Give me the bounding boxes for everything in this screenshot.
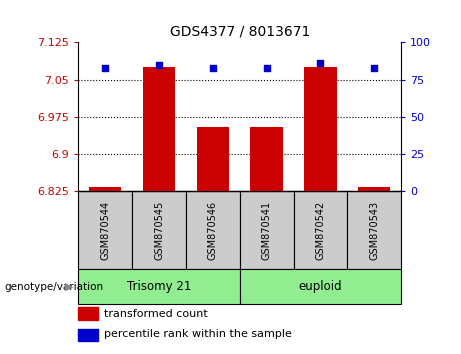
Bar	[132, 191, 186, 269]
Text: percentile rank within the sample: percentile rank within the sample	[104, 329, 292, 339]
Bar	[197, 127, 229, 191]
Point	[263, 65, 270, 70]
Text: GSM870543: GSM870543	[369, 200, 379, 260]
Text: transformed count: transformed count	[104, 309, 208, 319]
Point	[155, 62, 163, 68]
Bar	[78, 191, 132, 269]
Text: ▶: ▶	[65, 282, 73, 292]
Bar	[250, 127, 283, 191]
Bar	[78, 307, 98, 320]
Text: GSM870545: GSM870545	[154, 200, 164, 260]
Bar	[89, 187, 121, 191]
Text: genotype/variation: genotype/variation	[5, 282, 104, 292]
Text: GSM870546: GSM870546	[208, 200, 218, 260]
Point	[101, 65, 109, 70]
Point	[371, 65, 378, 70]
Bar	[186, 191, 240, 269]
Bar	[304, 67, 337, 191]
Text: euploid: euploid	[299, 280, 342, 293]
Bar	[347, 191, 401, 269]
Text: GSM870542: GSM870542	[315, 200, 325, 260]
Bar	[78, 329, 98, 341]
Bar	[294, 191, 347, 269]
Point	[209, 65, 217, 70]
Title: GDS4377 / 8013671: GDS4377 / 8013671	[170, 24, 310, 39]
Bar	[78, 269, 240, 304]
Bar	[240, 269, 401, 304]
Text: GSM870541: GSM870541	[261, 200, 272, 260]
Bar	[240, 191, 294, 269]
Point	[317, 61, 324, 66]
Bar	[358, 187, 390, 191]
Text: GSM870544: GSM870544	[100, 200, 110, 260]
Bar	[143, 67, 175, 191]
Text: Trisomy 21: Trisomy 21	[127, 280, 191, 293]
